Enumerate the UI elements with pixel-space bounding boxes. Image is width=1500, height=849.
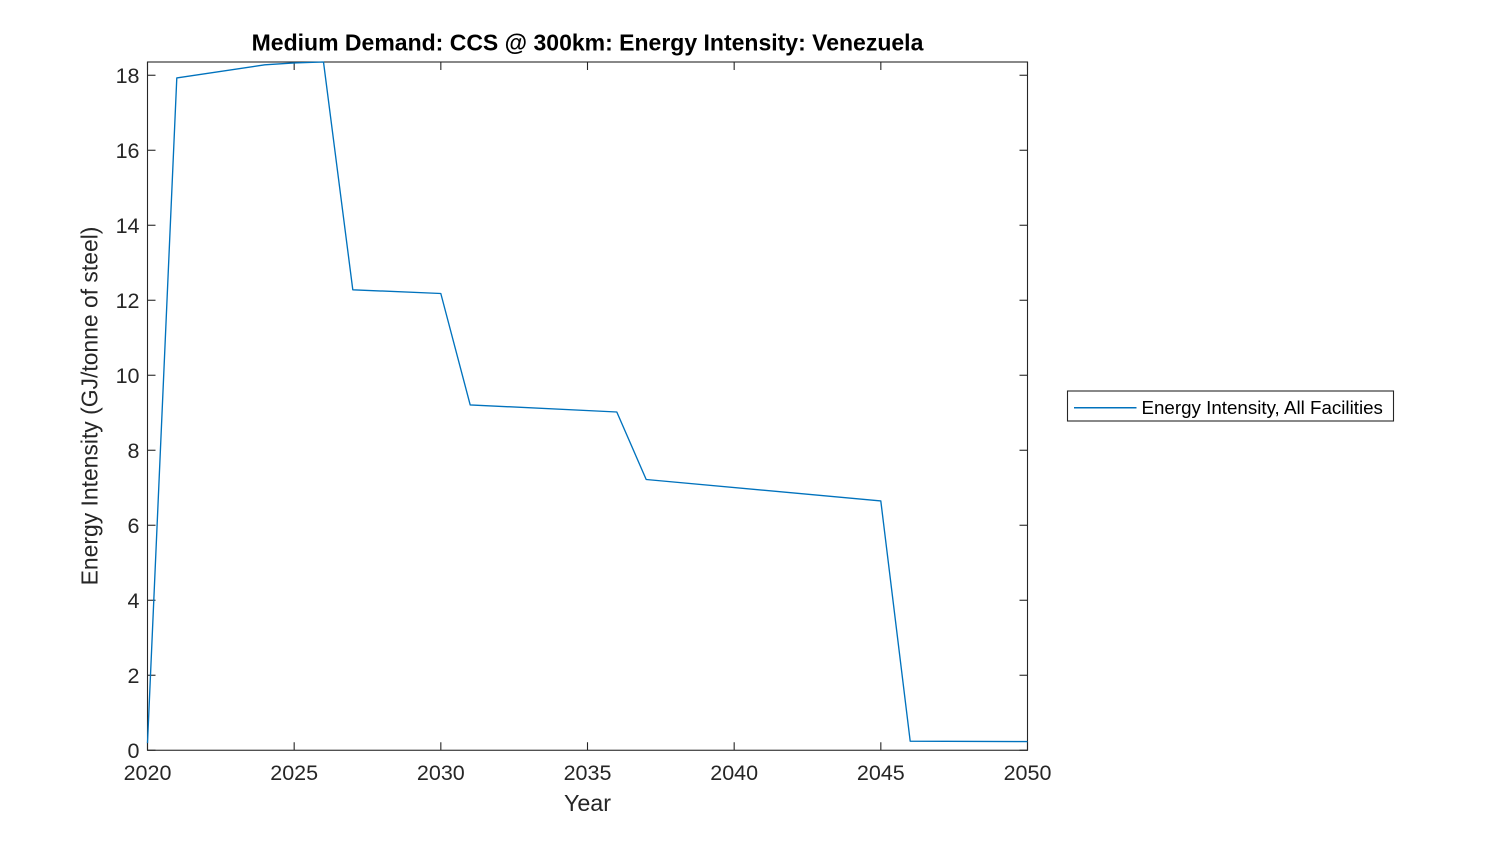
svg-text:Medium Demand: CCS @ 300km: En: Medium Demand: CCS @ 300km: Energy Inten…	[252, 30, 924, 56]
svg-text:2025: 2025	[270, 761, 318, 785]
svg-text:14: 14	[116, 214, 140, 238]
svg-text:0: 0	[128, 739, 140, 763]
svg-text:2: 2	[128, 664, 140, 688]
svg-text:2040: 2040	[710, 761, 758, 785]
svg-text:2035: 2035	[564, 761, 612, 785]
svg-text:10: 10	[116, 364, 140, 388]
svg-text:4: 4	[128, 589, 140, 613]
svg-text:18: 18	[116, 64, 140, 88]
svg-text:2050: 2050	[1004, 761, 1052, 785]
svg-text:6: 6	[128, 514, 140, 538]
svg-text:16: 16	[116, 139, 140, 163]
svg-text:Energy Intensity, All Faciliti: Energy Intensity, All Facilities	[1142, 397, 1383, 418]
svg-text:2030: 2030	[417, 761, 465, 785]
svg-text:2020: 2020	[124, 761, 172, 785]
svg-text:Year: Year	[564, 790, 611, 816]
svg-text:Energy Intensity (GJ/tonne of: Energy Intensity (GJ/tonne of steel)	[77, 227, 103, 586]
svg-text:12: 12	[116, 289, 140, 313]
svg-text:8: 8	[128, 439, 140, 463]
svg-text:2045: 2045	[857, 761, 905, 785]
